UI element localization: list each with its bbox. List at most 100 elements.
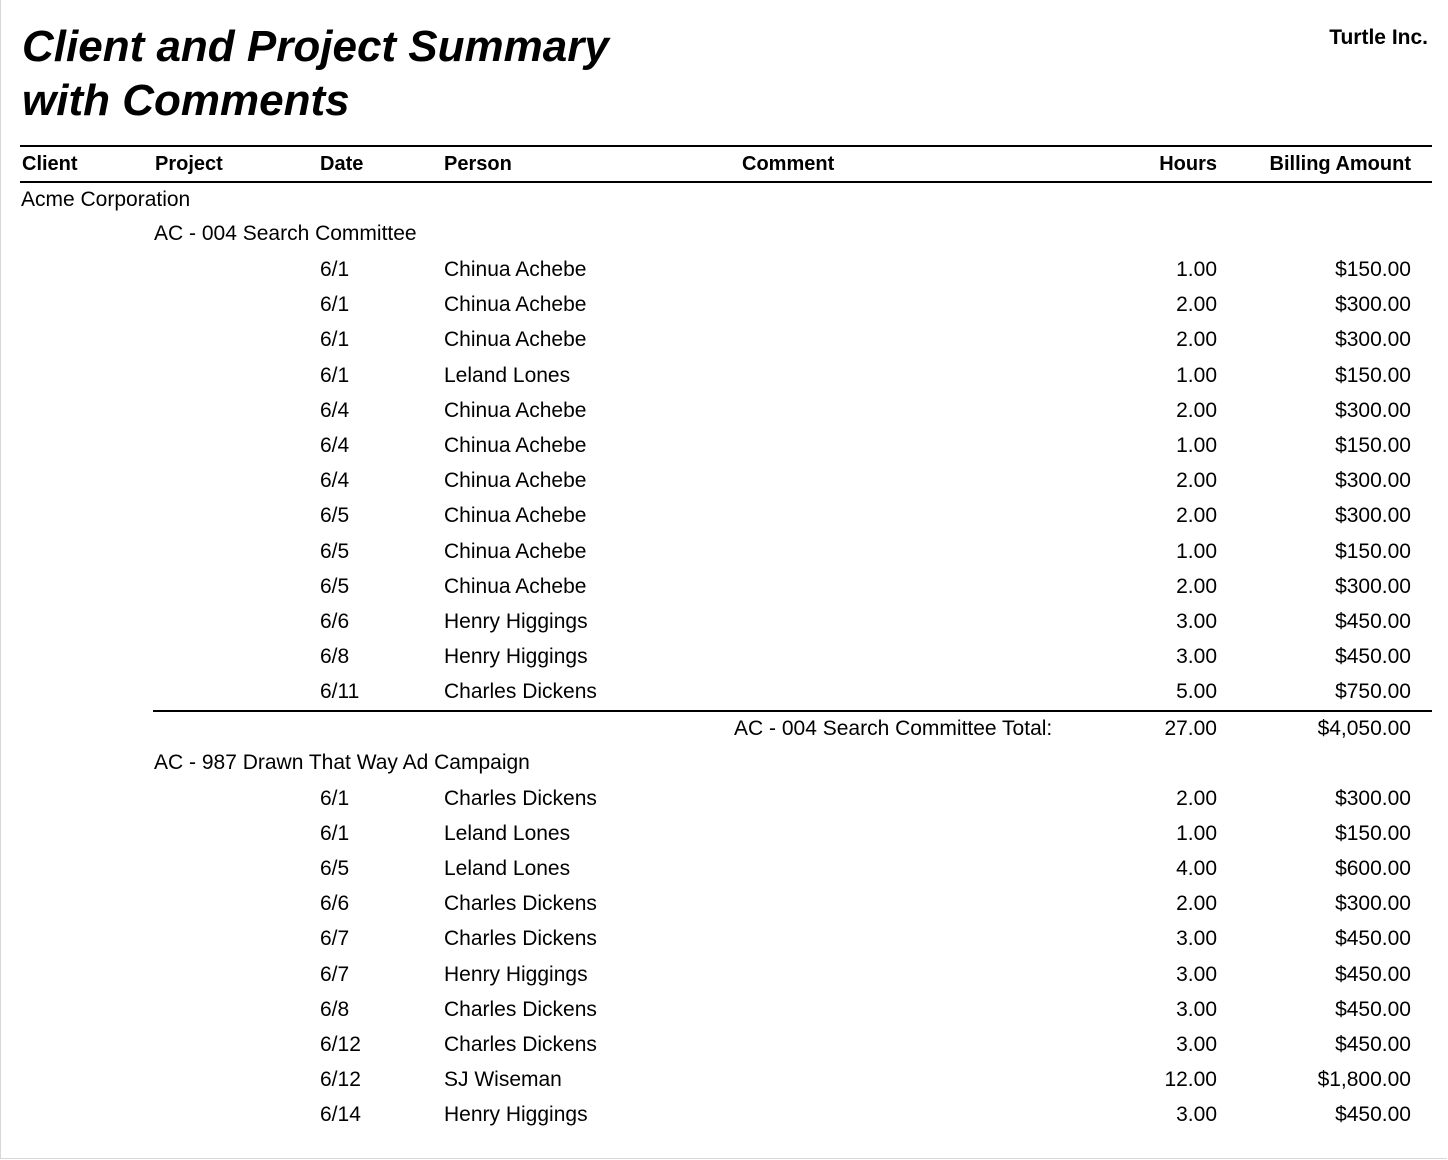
client-name: Acme Corporation: [21, 188, 191, 211]
entry-billing-amount: $450.00: [1335, 927, 1411, 951]
entry-date: 6/4: [320, 434, 350, 457]
header-top-rule: [20, 145, 1432, 147]
entry-person: Leland Lones: [444, 857, 571, 880]
entry-hours: 3.00: [1176, 997, 1217, 1021]
entry-billing-amount: $450.00: [1335, 1033, 1411, 1056]
entry-person: Henry Higgings: [444, 1103, 588, 1127]
entry-hours: 2.00: [1176, 504, 1217, 528]
entry-hours: 1.00: [1176, 821, 1217, 845]
entry-person: Henry Higgings: [444, 962, 588, 986]
entry-billing-amount: $300.00: [1335, 398, 1411, 422]
entry-billing-amount: $1,800.00: [1317, 1068, 1411, 1092]
entry-date: 6/4: [320, 469, 350, 493]
entry-hours: 2.00: [1176, 574, 1217, 598]
column-header-date: Date: [320, 153, 364, 175]
entry-hours: 3.00: [1176, 962, 1217, 986]
entry-hours: 1.00: [1176, 539, 1217, 563]
entry-hours: 2.00: [1176, 469, 1217, 493]
entry-billing-amount: $450.00: [1335, 610, 1411, 633]
entry-person: Charles Dickens: [444, 892, 597, 916]
project-total-hours: 27.00: [1164, 716, 1217, 740]
entry-person: Chinua Achebe: [444, 574, 587, 598]
entry-date: 6/1: [320, 328, 350, 352]
entry-person: Charles Dickens: [444, 786, 597, 810]
entry-hours: 1.00: [1176, 434, 1217, 457]
entry-person: Chinua Achebe: [444, 469, 587, 493]
entry-hours: 3.00: [1176, 610, 1217, 633]
entry-billing-amount: $750.00: [1335, 680, 1411, 704]
entry-date: 6/7: [320, 927, 350, 951]
column-header-person: Person: [444, 153, 512, 175]
entry-billing-amount: $450.00: [1335, 962, 1411, 986]
entry-date: 6/11: [320, 680, 360, 704]
entry-hours: 2.00: [1176, 293, 1217, 317]
column-header-billing-amount: Billing Amount: [1269, 153, 1411, 175]
entry-billing-amount: $300.00: [1335, 469, 1411, 493]
entry-date: 6/5: [320, 504, 350, 528]
entry-person: Chinua Achebe: [444, 293, 587, 317]
entry-date: 6/12: [320, 1033, 361, 1056]
column-header-project: Project: [155, 153, 223, 175]
entry-person: Leland Lones: [444, 363, 571, 387]
column-header-client: Client: [22, 153, 78, 175]
entry-date: 6/8: [320, 645, 350, 669]
project-total-label: AC - 004 Search Committee Total:: [734, 716, 1053, 740]
entry-billing-amount: $600.00: [1335, 857, 1411, 880]
entry-billing-amount: $150.00: [1335, 821, 1411, 845]
entry-date: 6/5: [320, 539, 350, 563]
entry-person: Charles Dickens: [444, 1033, 597, 1056]
entry-hours: 12.00: [1164, 1068, 1217, 1092]
entry-person: SJ Wiseman: [444, 1068, 562, 1092]
entry-date: 6/12: [320, 1068, 361, 1092]
entry-billing-amount: $300.00: [1335, 293, 1411, 317]
entry-date: 6/1: [320, 786, 350, 810]
entry-hours: 1.00: [1176, 363, 1217, 387]
entry-billing-amount: $150.00: [1335, 539, 1411, 563]
report-title-line1: Client and Project Summary: [22, 22, 609, 71]
entry-billing-amount: $300.00: [1335, 892, 1411, 916]
entry-billing-amount: $300.00: [1335, 328, 1411, 352]
entry-person: Chinua Achebe: [444, 434, 587, 457]
entry-billing-amount: $450.00: [1335, 645, 1411, 669]
entry-person: Chinua Achebe: [444, 258, 587, 281]
entry-billing-amount: $300.00: [1335, 786, 1411, 810]
entry-person: Charles Dickens: [444, 997, 597, 1021]
header-bottom-rule: [20, 181, 1432, 183]
entry-date: 6/1: [320, 363, 350, 387]
entry-billing-amount: $150.00: [1335, 258, 1411, 281]
entry-date: 6/7: [320, 962, 350, 986]
project-name: AC - 004 Search Committee: [154, 222, 417, 245]
entry-person: Chinua Achebe: [444, 539, 587, 563]
entry-person: Charles Dickens: [444, 927, 597, 951]
project-total-rule: [153, 709, 1432, 712]
entry-hours: 3.00: [1176, 927, 1217, 951]
entry-billing-amount: $450.00: [1335, 997, 1411, 1021]
entry-billing-amount: $300.00: [1335, 504, 1411, 528]
entry-date: 6/6: [320, 610, 350, 633]
entry-hours: 5.00: [1176, 680, 1217, 704]
entry-person: Henry Higgings: [444, 610, 588, 633]
entry-person: Charles Dickens: [444, 680, 597, 704]
entry-person: Chinua Achebe: [444, 398, 587, 422]
entry-person: Chinua Achebe: [444, 504, 587, 528]
entry-hours: 2.00: [1176, 328, 1217, 352]
entry-date: 6/5: [320, 857, 350, 880]
project-total-billing-amount: $4,050.00: [1317, 716, 1411, 740]
entry-hours: 2.00: [1176, 892, 1217, 916]
report-title: Client and Project Summary with Comments: [22, 20, 609, 128]
entry-hours: 3.00: [1176, 1103, 1217, 1127]
entry-date: 6/1: [320, 293, 350, 317]
company-name: Turtle Inc.: [1329, 26, 1428, 49]
entry-hours: 3.00: [1176, 1033, 1217, 1056]
entry-date: 6/8: [320, 997, 350, 1021]
report-title-line2: with Comments: [22, 76, 350, 125]
entry-date: 6/5: [320, 574, 350, 598]
entry-person: Leland Lones: [444, 821, 571, 845]
entry-person: Henry Higgings: [444, 645, 588, 669]
entry-date: 6/4: [320, 398, 350, 422]
column-header-comment: Comment: [742, 153, 835, 175]
entry-date: 6/1: [320, 258, 350, 281]
column-header-hours: Hours: [1159, 153, 1217, 175]
entry-person: Chinua Achebe: [444, 328, 587, 352]
